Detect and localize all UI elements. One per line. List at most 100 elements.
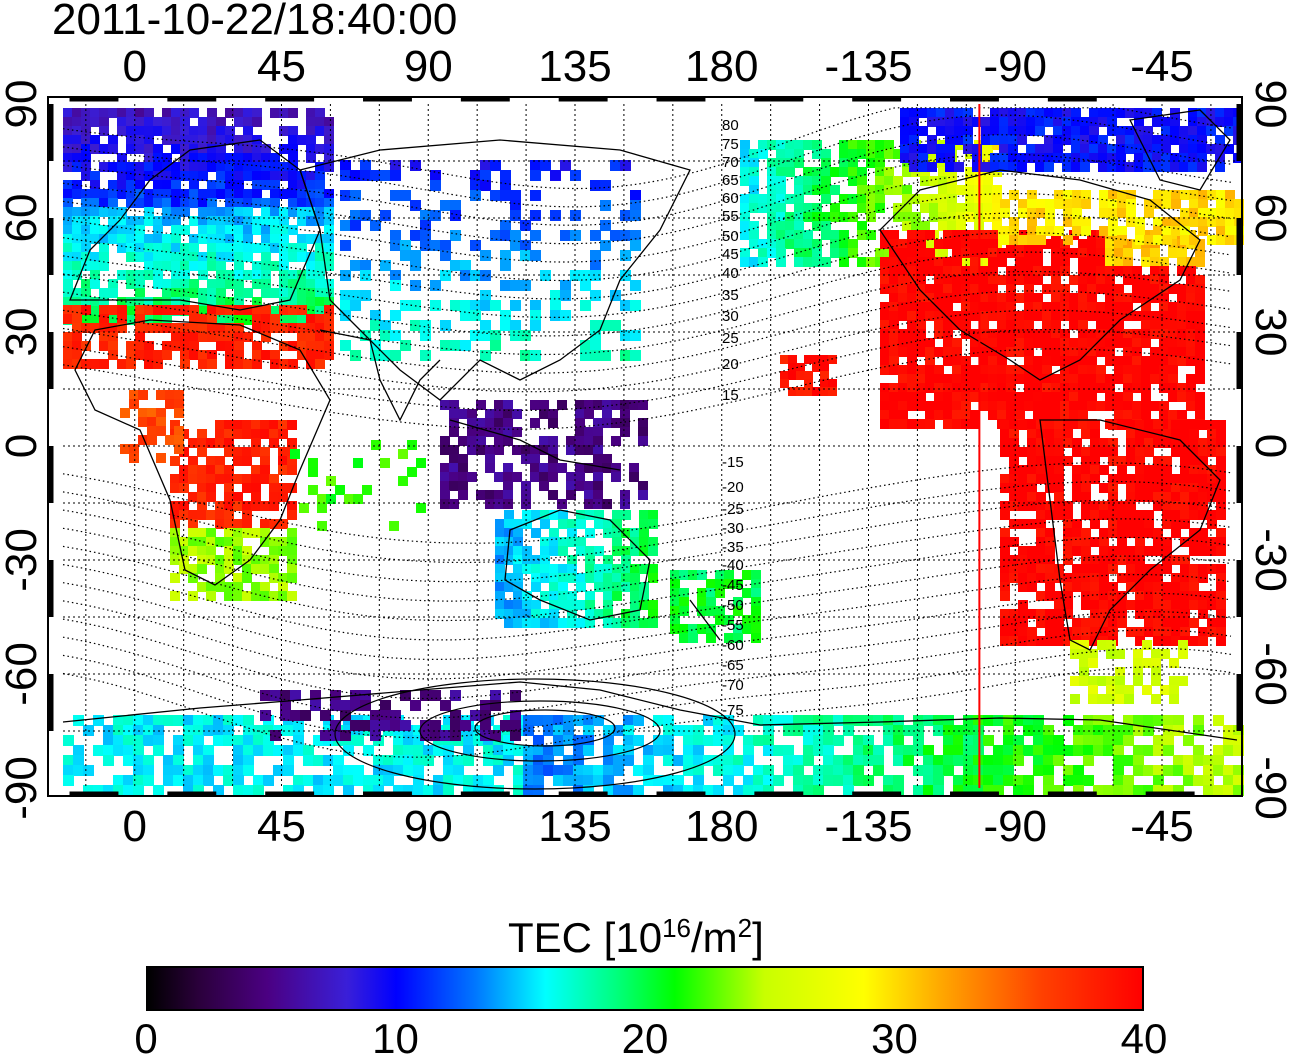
tec-cell	[1069, 410, 1079, 420]
tec-cell	[767, 248, 777, 258]
tec-cell	[1183, 765, 1194, 776]
tec-cell	[306, 261, 316, 271]
tec-cell	[523, 745, 534, 756]
tec-cell	[1103, 735, 1114, 746]
tec-cell	[630, 230, 641, 241]
tec-cell	[1144, 609, 1154, 619]
tec-cell	[485, 418, 495, 428]
tec-cell	[189, 108, 199, 118]
tec-cell	[252, 225, 262, 235]
tec-cell	[749, 257, 759, 267]
tec-cell	[1105, 392, 1115, 402]
tec-cell	[1015, 311, 1025, 321]
tec-cell	[889, 239, 899, 249]
tec-cell	[875, 194, 885, 204]
tec-cell	[500, 180, 511, 191]
tec-cell	[916, 248, 926, 258]
tec-cell	[913, 745, 924, 756]
tec-cell	[193, 745, 204, 756]
tec-cell	[433, 785, 444, 796]
tec-cell	[1198, 546, 1208, 556]
tec-cell	[1180, 420, 1190, 430]
tec-cell	[189, 153, 199, 163]
tec-cell	[593, 765, 604, 776]
tec-cell	[1162, 618, 1172, 628]
tec-cell	[600, 220, 611, 231]
tec-cell	[1045, 429, 1055, 439]
tec-cell	[999, 153, 1009, 163]
tec-cell	[278, 447, 288, 457]
tec-cell	[188, 591, 198, 601]
tec-cell	[1198, 190, 1208, 200]
tec-cell	[93, 785, 104, 796]
tec-cell	[1151, 676, 1161, 686]
tec-cell	[1015, 329, 1025, 339]
tec-cell	[954, 126, 964, 136]
tec-cell	[540, 510, 550, 520]
tec-cell	[490, 690, 501, 701]
tec-cell	[1089, 108, 1099, 118]
tec-cell	[1008, 153, 1018, 163]
tec-cell	[1215, 135, 1225, 145]
tec-cell	[1072, 492, 1082, 502]
tec-cell	[1006, 347, 1016, 357]
tec-cell	[733, 606, 743, 616]
tec-cell	[911, 194, 921, 204]
tec-cell	[943, 401, 953, 411]
tec-cell	[299, 503, 309, 513]
coastline	[1039, 419, 1221, 651]
tec-cell	[889, 302, 899, 312]
tec-cell	[803, 715, 814, 726]
tec-cell	[857, 167, 867, 177]
tec-cell	[1051, 275, 1061, 285]
tec-cell	[270, 108, 280, 118]
tec-cell	[126, 189, 136, 199]
tec-cell	[590, 320, 601, 331]
tec-cell	[470, 310, 481, 321]
tec-cell	[117, 108, 127, 118]
tec-cell	[173, 745, 184, 756]
tec-cell	[1069, 293, 1079, 303]
tec-cell	[1198, 627, 1208, 637]
tec-cell	[156, 453, 166, 463]
tec-cell	[1006, 374, 1016, 384]
tec-cell	[162, 261, 172, 271]
tec-cell	[1070, 694, 1080, 704]
tec-cell	[983, 194, 993, 204]
tec-cell	[1006, 320, 1016, 330]
tec-cell	[883, 775, 894, 786]
tec-cell	[1198, 226, 1208, 236]
tec-cell	[1063, 208, 1073, 218]
tec-cell	[630, 546, 640, 556]
tec-cell	[1180, 483, 1190, 493]
tec-cell	[108, 198, 118, 208]
tec-cell	[952, 419, 962, 429]
tec-cell	[1153, 618, 1163, 628]
tec-cell	[749, 149, 759, 159]
tec-cell	[297, 350, 307, 360]
tec-cell	[320, 730, 331, 741]
tec-cell	[1090, 438, 1100, 448]
tec-cell	[567, 537, 577, 547]
tec-cell	[123, 755, 134, 766]
tec-cell	[360, 160, 371, 171]
tec-cell	[1171, 217, 1181, 227]
tec-cell	[875, 140, 885, 150]
tec-cell	[270, 690, 281, 701]
tec-cell	[843, 765, 854, 776]
tec-cell	[990, 135, 1000, 145]
tec-cell	[570, 230, 581, 241]
tec-cell	[1144, 474, 1154, 484]
tec-cell	[918, 126, 928, 136]
tec-cell	[252, 341, 262, 351]
tec-cell	[934, 266, 944, 276]
tec-cell	[99, 341, 109, 351]
tec-cell	[215, 456, 225, 466]
tec-cell	[126, 117, 136, 127]
tec-cell	[243, 108, 253, 118]
contour-label: -40	[722, 557, 744, 574]
tec-cell	[1072, 226, 1082, 236]
tec-cell	[233, 501, 243, 511]
tec-cell	[225, 225, 235, 235]
tec-cell	[1051, 320, 1061, 330]
